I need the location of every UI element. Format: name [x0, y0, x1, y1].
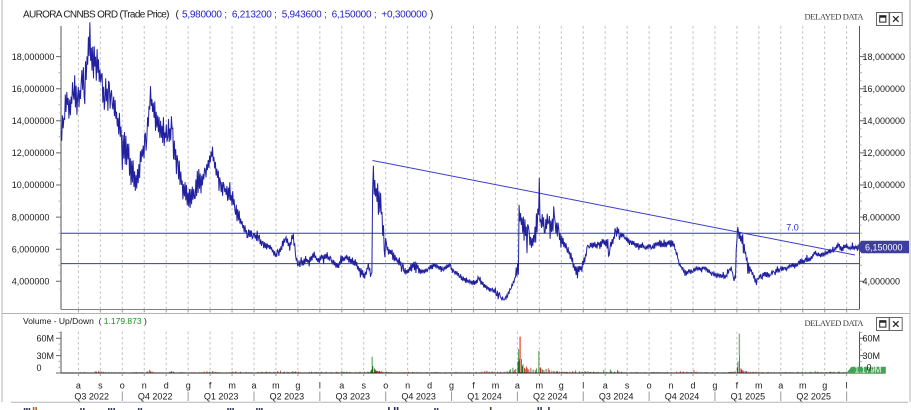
svg-text:l: l [319, 381, 321, 391]
svg-text:a: a [603, 381, 608, 391]
svg-text:Q3 2024: Q3 2024 [599, 392, 634, 402]
svg-text:g: g [295, 381, 300, 391]
svg-text:4,000000: 4,000000 [863, 277, 901, 287]
svg-text:14,000000: 14,000000 [863, 116, 906, 126]
svg-text:18,000000: 18,000000 [12, 52, 55, 62]
svg-text:18,000000: 18,000000 [863, 52, 906, 62]
svg-text:30M: 30M [37, 351, 55, 361]
svg-text:f: f [209, 381, 212, 391]
svg-text:6,150000: 6,150000 [865, 242, 903, 252]
svg-text:n: n [668, 381, 673, 391]
svg-text:4,000000: 4,000000 [12, 277, 50, 287]
svg-text:8,000000: 8,000000 [12, 212, 50, 222]
svg-text:Q4 2022: Q4 2022 [138, 392, 173, 402]
svg-text:1.179M: 1.179M [855, 366, 882, 375]
svg-text:0: 0 [867, 363, 872, 373]
svg-text:6,000000: 6,000000 [12, 244, 50, 254]
svg-text:60M: 60M [37, 334, 55, 344]
svg-text:Q1 2023: Q1 2023 [204, 392, 239, 402]
svg-text:Q1 2024: Q1 2024 [467, 392, 502, 402]
svg-text:12,000000: 12,000000 [12, 148, 55, 158]
svg-text:a: a [778, 381, 783, 391]
svg-text:m: m [755, 381, 763, 391]
svg-text:DELAYED DATA: DELAYED DATA [805, 318, 865, 328]
svg-text:g: g [559, 381, 564, 391]
svg-text:s: s [98, 381, 103, 391]
svg-text:DELAYED DATA: DELAYED DATA [805, 11, 865, 21]
svg-text:Q1 2025: Q1 2025 [731, 392, 766, 402]
svg-text:AURORA CNNBS ORD (Trade Price): AURORA CNNBS ORD (Trade Price)(5,980000 … [23, 10, 433, 21]
svg-text:Q2 2025: Q2 2025 [796, 392, 831, 402]
svg-text:16,000000: 16,000000 [863, 84, 906, 94]
svg-text:l: l [582, 381, 584, 391]
svg-text:Q3 2023: Q3 2023 [336, 392, 371, 402]
svg-text:o: o [120, 381, 125, 391]
svg-text:8,000000: 8,000000 [863, 212, 901, 222]
svg-text:m: m [492, 381, 500, 391]
svg-text:d: d [164, 381, 169, 391]
svg-text:Q3 2022: Q3 2022 [74, 392, 109, 402]
svg-text:Q4 2023: Q4 2023 [401, 392, 436, 402]
svg-text:a: a [251, 381, 256, 391]
svg-text:Q2 2024: Q2 2024 [533, 392, 568, 402]
svg-text:f: f [736, 381, 739, 391]
svg-text:g: g [186, 381, 191, 391]
svg-text:o: o [383, 381, 388, 391]
svg-text:10,000000: 10,000000 [863, 180, 906, 190]
svg-text:l: l [846, 381, 848, 391]
svg-text:m: m [799, 381, 807, 391]
svg-text:10,000000: 10,000000 [12, 180, 55, 190]
svg-text:m: m [536, 381, 544, 391]
svg-text:g: g [712, 381, 717, 391]
svg-text:12,000000: 12,000000 [863, 148, 906, 158]
svg-text:f: f [472, 381, 475, 391]
svg-text:g: g [822, 381, 827, 391]
svg-text:0: 0 [37, 363, 42, 373]
svg-text:Volume - Up/Down ( 1.179.873: Volume - Up/Down ( 1.179.873 ) [23, 316, 147, 326]
svg-text:7.0: 7.0 [786, 223, 799, 233]
svg-text:g: g [449, 381, 454, 391]
svg-text:m: m [228, 381, 236, 391]
svg-text:Q4 2024: Q4 2024 [665, 392, 700, 402]
svg-text:s: s [625, 381, 630, 391]
svg-text:d: d [427, 381, 432, 391]
svg-text:n: n [405, 381, 410, 391]
svg-text:a: a [515, 381, 520, 391]
svg-text:o: o [647, 381, 652, 391]
svg-text:s: s [362, 381, 367, 391]
svg-text:Q2 2023: Q2 2023 [270, 392, 305, 402]
svg-text:a: a [339, 381, 344, 391]
svg-text:n: n [142, 381, 147, 391]
svg-text:60M: 60M [863, 334, 881, 344]
svg-text:d: d [690, 381, 695, 391]
svg-text:a: a [76, 381, 81, 391]
svg-text:m: m [272, 381, 280, 391]
svg-text:30M: 30M [863, 351, 881, 361]
svg-text:14,000000: 14,000000 [12, 116, 55, 126]
svg-text:16,000000: 16,000000 [12, 84, 55, 94]
